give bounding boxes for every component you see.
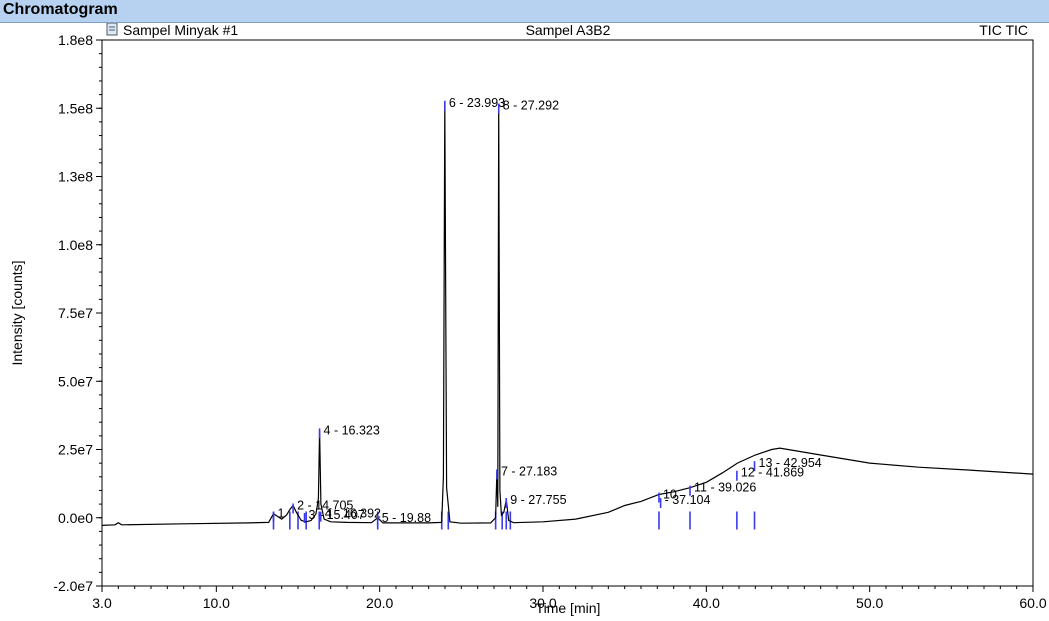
peak-label: 4 - 16.323 — [324, 423, 380, 437]
peak-label: 8 - 27.292 — [503, 99, 559, 113]
y-tick-label: 1.5e8 — [58, 100, 93, 116]
chromatogram-chart: Sampel Minyak #1 Sampel A3B2 TIC TIC Tim… — [9, 22, 1047, 616]
y-tick-label: 1.3e8 — [58, 169, 93, 185]
x-tick-label: 40.0 — [693, 595, 720, 611]
peak-label: 6 - 23.993 — [449, 96, 505, 110]
y-axis-label: Intensity [counts] — [9, 260, 25, 365]
y-tick-label: 5.0e7 — [58, 373, 93, 389]
peak-label: 1 — [278, 507, 285, 521]
x-tick-label: 50.0 — [856, 595, 883, 611]
chart-frame: Sampel Minyak #1 Sampel A3B2 TIC TIC Tim… — [0, 22, 1049, 616]
x-tick-label: 30.0 — [529, 595, 556, 611]
x-tick-label: 3.0 — [92, 595, 112, 611]
chart-title: Sampel A3B2 — [526, 23, 611, 38]
peak-label: 9 - 27.755 — [510, 493, 566, 507]
panel-header: Chromatogram — [0, 0, 1049, 23]
peak-label: 12 - 41.869 — [741, 466, 804, 480]
y-tick-label: 1.0e8 — [58, 237, 93, 253]
x-tick-label: 10.0 — [203, 595, 230, 611]
plot-area — [101, 39, 1034, 587]
y-tick-label: 0.0e0 — [58, 510, 93, 526]
peak-label: 2 - 14.705 — [297, 498, 353, 512]
peak-label: 11 - 39.026 — [694, 481, 756, 495]
y-tick-label: -2.0e7 — [53, 578, 93, 594]
y-tick-label: 2.5e7 — [58, 442, 93, 458]
x-tick-label: 60.0 — [1019, 595, 1046, 611]
y-tick-label: 1.8e8 — [58, 32, 93, 48]
peak-label: - 37.104 — [665, 493, 711, 507]
peak-label: 4 - 16.392 — [325, 507, 381, 521]
peak-label: 7 - 27.183 — [501, 464, 557, 478]
x-axis-label: Time [min] — [536, 600, 601, 616]
y-tick-label: 7.5e7 — [58, 305, 93, 321]
peak-label: 10 — [663, 488, 677, 502]
document-icon — [106, 22, 118, 36]
peak-label: 5 - 19.88 — [382, 511, 431, 525]
panel-title: Chromatogram — [3, 1, 118, 18]
tic-trace — [101, 102, 1034, 526]
peak-label: 3 - 15.407 — [309, 508, 365, 522]
sample-name: Sampel Minyak #1 — [123, 23, 238, 38]
peak-label: 13 - 42.954 — [759, 456, 822, 470]
x-tick-label: 20.0 — [366, 595, 393, 611]
trace-label: TIC TIC — [979, 23, 1028, 38]
